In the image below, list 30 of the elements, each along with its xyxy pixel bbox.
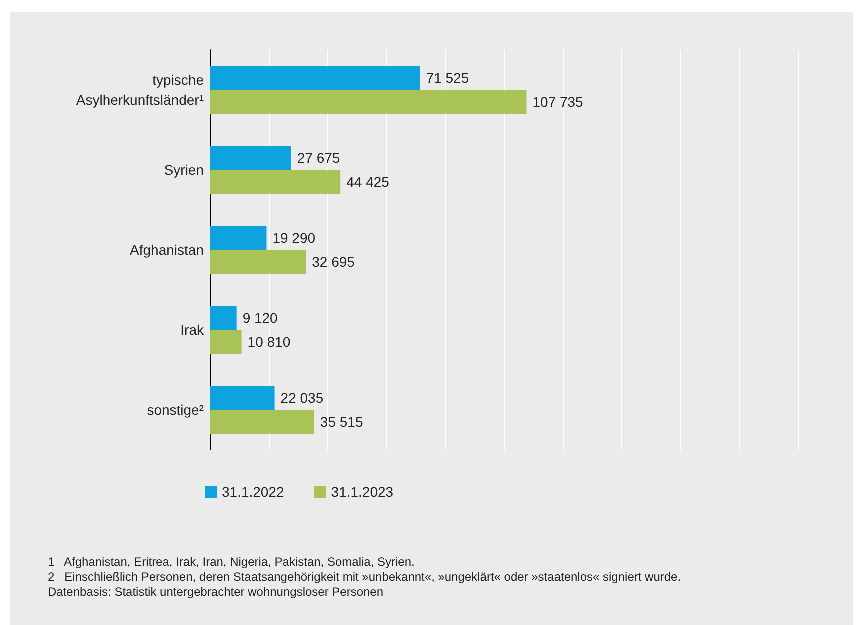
data-label: 27 675 (297, 150, 340, 166)
y-tick-label: Irak (180, 322, 205, 338)
data-label: 32 695 (312, 254, 356, 270)
bar (210, 410, 314, 434)
data-label: 35 515 (320, 414, 364, 430)
text: 2 Einschließlich Personen, deren Staatsangehörigkeit mit »unbekannt«, »ungeklärt« oder »staatenlos« signiert wurde. (48, 570, 682, 584)
bar (210, 146, 292, 170)
y-tick-label: Syrien (164, 162, 204, 178)
y-tick-label: sonstige² (147, 402, 204, 418)
bar (210, 386, 275, 410)
data-label: 71 525 (426, 70, 470, 86)
legend-label: 31.1.2023 (331, 484, 394, 500)
bar (210, 330, 242, 354)
text: 1 Afghanistan, Eritrea, Irak, Iran, Nigeria, Pakistan, Somalia, Syrien. (48, 555, 415, 569)
bar (210, 226, 267, 250)
data-label: 44 425 (346, 174, 390, 190)
bar (210, 250, 306, 274)
bar (210, 306, 237, 330)
bar (210, 66, 420, 90)
data-label: 22 035 (280, 390, 324, 406)
y-tick-label: typische Asylherkunftsländer¹ (76, 72, 204, 108)
y-tick-label: Afghanistan (130, 242, 204, 258)
data-label: 107 735 (532, 94, 584, 110)
bar (210, 170, 341, 194)
data-label: 19 290 (272, 230, 316, 246)
data-label: 10 810 (248, 334, 291, 350)
legend-label: 31.1.2022 (222, 484, 284, 500)
bar (210, 90, 527, 114)
text: Datenbasis: Statistik untergebrachter wohnungsloser Personen (48, 585, 384, 599)
data-label: 9 120 (242, 310, 278, 326)
